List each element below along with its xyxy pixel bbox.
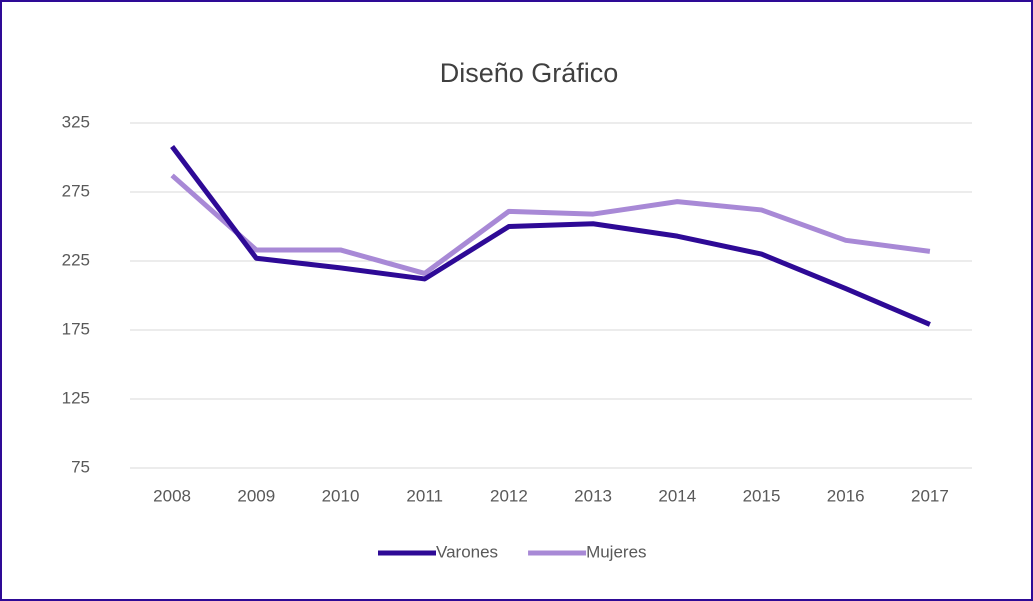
- x-tick-label: 2017: [911, 486, 949, 505]
- x-tick-label: 2014: [658, 486, 696, 505]
- legend-label: Varones: [436, 542, 498, 561]
- line-series: [170, 173, 931, 276]
- x-tick-label: 2010: [322, 486, 360, 505]
- x-tick-label: 2012: [490, 486, 528, 505]
- legend-label: Mujeres: [586, 542, 646, 561]
- y-tick-label: 225: [62, 250, 90, 269]
- x-tick-label: 2015: [743, 486, 781, 505]
- x-tick-label: 2013: [574, 486, 612, 505]
- x-tick-label: 2008: [153, 486, 191, 505]
- y-tick-label: 75: [71, 457, 90, 476]
- y-tick-label: 175: [62, 319, 90, 338]
- x-tick-label: 2016: [827, 486, 865, 505]
- chart-title: Diseño Gráfico: [440, 58, 619, 88]
- y-tick-label: 325: [62, 112, 90, 131]
- line-series: [170, 144, 931, 327]
- x-tick-label: 2009: [237, 486, 275, 505]
- y-tick-label: 125: [62, 388, 90, 407]
- x-tick-label: 2011: [406, 486, 443, 505]
- y-tick-label: 275: [62, 181, 90, 200]
